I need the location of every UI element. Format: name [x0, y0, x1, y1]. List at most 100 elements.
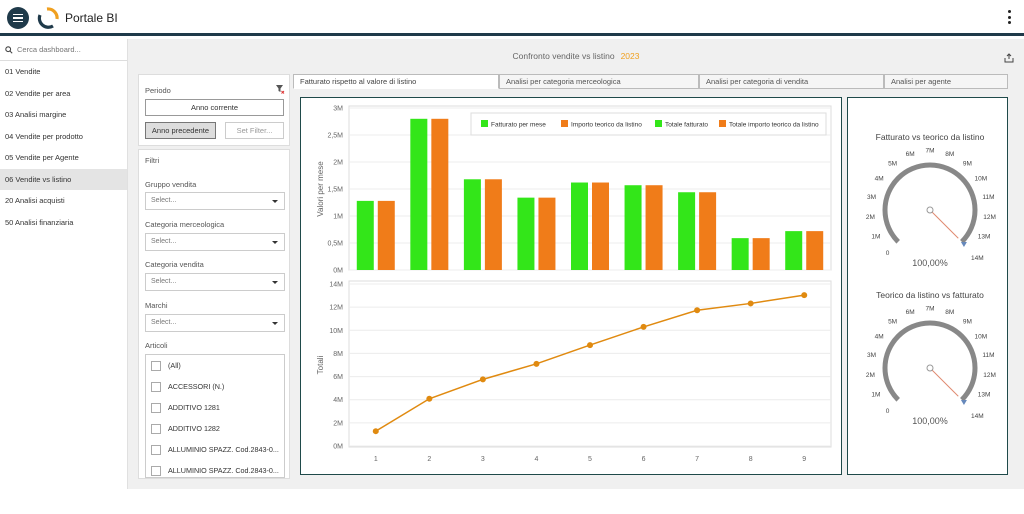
chevron-down-icon [272, 200, 278, 203]
gauge-tick-label: 10M [974, 176, 987, 183]
tab-bar: Fatturato rispetto al valore di listino … [293, 74, 1008, 89]
list-item[interactable]: ADDITIVO 1282 [146, 418, 284, 439]
sidebar-item-vendite-vs-listino[interactable]: 06 Vendite vs listino [0, 168, 127, 190]
periodo-card: Periodo Anno corrente Anno precedente Se… [138, 74, 290, 146]
gauge-tick-label: 14M [971, 255, 984, 262]
checkbox[interactable] [151, 444, 161, 455]
tab-categoria-merceologica[interactable]: Analisi per categoria merceologica [499, 74, 699, 89]
y-tick-label: 14M [329, 282, 343, 289]
x-tick-label: 3 [481, 456, 485, 463]
x-tick-label: 7 [695, 456, 699, 463]
y-tick-label: 0,5M [327, 241, 343, 248]
gauge-tick-label: 2M [866, 372, 875, 379]
bar [377, 200, 395, 270]
data-point [694, 307, 701, 314]
app-title: Portale BI [65, 11, 118, 25]
y-tick-label: 8M [333, 351, 343, 358]
data-point [747, 300, 754, 307]
list-item-label: ADDITIVO 1282 [168, 424, 220, 433]
legend-box [470, 112, 827, 136]
portale-bi-logo [37, 7, 59, 29]
gauge-tick-label: 4M [875, 176, 884, 183]
categoria-vendita-select[interactable]: Select... [145, 273, 285, 291]
bar [571, 182, 588, 270]
hamburger-menu-button[interactable] [7, 7, 29, 29]
gauge-needle [929, 367, 959, 397]
bar [785, 231, 803, 270]
gauge-tick-label: 0 [886, 250, 890, 257]
data-point [533, 360, 540, 367]
sidebar-item-vendite[interactable]: 01 Vendite [5, 67, 41, 76]
checkbox[interactable] [151, 381, 161, 392]
y-axis-label: Totali [316, 355, 325, 374]
y-tick-label: 1,5M [327, 187, 343, 194]
filtri-card: Filtri Gruppo vendita Select... Categori… [138, 149, 290, 479]
more-options-icon[interactable] [1006, 10, 1012, 24]
gauge: Fatturato vs teorico da listino 0 1M 2M 3M 4M… [866, 132, 996, 268]
sidebar-item-analisi-finanziaria[interactable]: 50 Analisi finanziaria [5, 217, 74, 227]
gauge-charts: Fatturato vs teorico da listino 0 1M 2M 3M 4M… [866, 132, 996, 426]
sidebar: 01 Vendite 02 Vendite per area 03 Analis… [0, 39, 128, 489]
bar [752, 238, 770, 270]
filtri-title: Filtri [145, 156, 160, 165]
gruppo-vendita-value: Select... [151, 197, 177, 204]
series-line [375, 294, 805, 432]
gauge-tick-label: 3M [867, 194, 876, 201]
tab-fatturato-listino[interactable]: Fatturato rispetto al valore di listino [293, 74, 499, 89]
sidebar-item-analisi-acquisti[interactable]: 20 Analisi acquisti [5, 196, 65, 205]
checkbox[interactable] [151, 360, 161, 371]
data-point [587, 342, 593, 349]
gauge-tick-label: 4M [875, 334, 884, 341]
gauge-tick-label: 13M [978, 234, 991, 241]
list-item-label: ACCESSORI (N.) [168, 382, 225, 391]
sidebar-item-vendite-per-agente[interactable]: 05 Vendite per Agente [5, 153, 79, 162]
sidebar-item-analisi-margine[interactable]: 03 Analisi margine [5, 110, 67, 119]
bar [678, 192, 696, 270]
legend-swatch [655, 120, 662, 127]
anno-precedente-button[interactable]: Anno precedente [145, 122, 216, 139]
marchi-select[interactable]: Select... [145, 314, 285, 332]
gauge-tick-label: 6M [906, 151, 915, 158]
dashboard-title: Confronto vendite vs listino 2023 [128, 51, 1024, 61]
clear-filter-icon[interactable] [275, 84, 285, 94]
list-item[interactable]: (All) [146, 355, 284, 376]
gruppo-vendita-select[interactable]: Select... [145, 192, 285, 210]
bar [484, 179, 502, 270]
y-tick-label: 10M [329, 328, 343, 335]
export-icon[interactable] [1004, 53, 1014, 63]
list-item-label: ALLUMINIO SPAZZ. Cod.2843-0... [168, 445, 279, 454]
checkbox[interactable] [151, 423, 161, 434]
gauge-tick-label: 7M [925, 306, 934, 313]
y-tick-label: 2M [333, 160, 343, 167]
sidebar-item-vendite-per-prodotto[interactable]: 04 Vendite per prodotto [5, 131, 83, 141]
list-item[interactable]: ACCESSORI (N.) [146, 376, 284, 397]
data-point [426, 395, 433, 402]
x-tick-label: 6 [642, 456, 646, 463]
set-filter-button[interactable]: Set Filter... [225, 122, 284, 139]
list-item[interactable]: ALLUMINIO SPAZZ. Cod.2843-0... [146, 439, 284, 460]
legend-label: Fatturato per mese [491, 122, 546, 129]
checkbox[interactable] [151, 402, 161, 413]
anno-corrente-button[interactable]: Anno corrente [145, 99, 284, 116]
checkbox[interactable] [151, 465, 161, 476]
marchi-value: Select... [151, 319, 177, 326]
gauge-tick-label: 6M [906, 309, 915, 316]
gauge-arc [882, 162, 978, 244]
bar [731, 238, 749, 270]
list-item[interactable]: ADDITIVO 1281 [146, 397, 284, 418]
tab-analisi-agente[interactable]: Analisi per agente [884, 74, 1008, 89]
gauge-tick-label: 13M [978, 392, 991, 399]
tab-categoria-vendita[interactable]: Analisi per categoria di vendita [699, 74, 884, 89]
bar [517, 197, 535, 270]
x-tick-label: 9 [802, 456, 806, 463]
categoria-vendita-label: Categoria vendita [145, 260, 204, 269]
list-item[interactable]: ALLUMINIO SPAZZ. Cod.2843-0... [146, 460, 284, 477]
y-tick-label: 4M [333, 397, 343, 404]
search-input[interactable] [17, 45, 117, 54]
y-tick-label: 6M [333, 374, 343, 381]
categoria-merceologica-select[interactable]: Select... [145, 233, 285, 251]
dashboard-area: Confronto vendite vs listino 2023 Periodo… [128, 39, 1024, 489]
periodo-label: Periodo [145, 86, 171, 95]
sidebar-item-vendite-per-area[interactable]: 02 Vendite per area [5, 88, 71, 98]
gauge-tick-label: 1M [871, 392, 880, 399]
